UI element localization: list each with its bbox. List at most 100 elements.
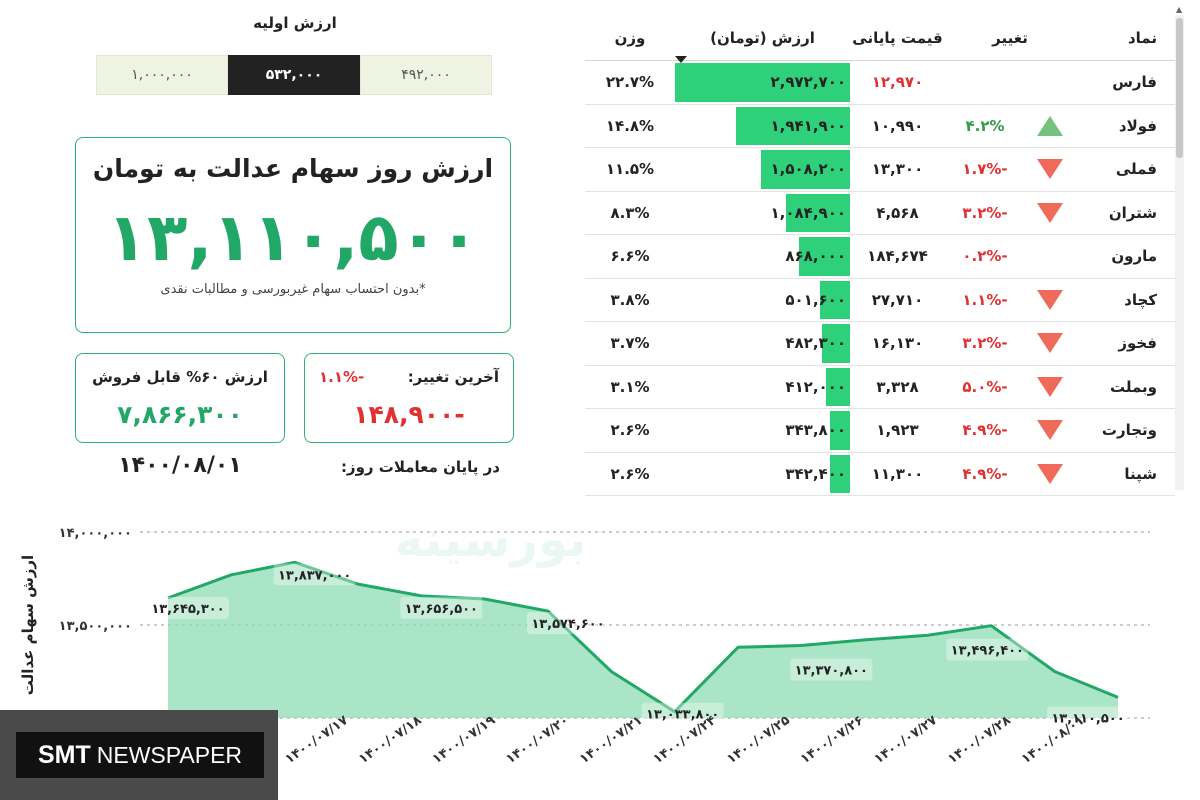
cell-change: -۳.۲% — [962, 203, 1008, 222]
cell-value-text: ۳۴۲,۴۰۰ — [785, 464, 846, 483]
table-scrollbar-thumb[interactable] — [1176, 18, 1183, 158]
scroll-up-arrow-icon[interactable]: ▲ — [1176, 5, 1183, 14]
cell-change: -۰.۲% — [962, 247, 1008, 266]
value-bar — [825, 367, 850, 406]
point-label: ۱۳,۵۷۴,۶۰۰ — [527, 612, 609, 635]
point-label-text: ۱۳,۶۵۶,۵۰۰ — [405, 602, 478, 617]
cell-value-text: ۴۱۲,۰۰۰ — [785, 377, 846, 396]
cell-value: ۱,۰۸۴,۹۰۰ — [675, 192, 850, 235]
table-scrollbar[interactable] — [1175, 15, 1184, 490]
cell-value: ۱,۹۴۱,۹۰۰ — [675, 105, 850, 148]
cell-weight: ۳.۸% — [610, 290, 650, 309]
logo-suffix: NEWSPAPER — [96, 741, 243, 768]
initial-value-option-532000[interactable]: ۵۳۲,۰۰۰ — [228, 55, 360, 95]
cell-symbol[interactable]: فملی — [1115, 160, 1157, 179]
triangle-down-icon — [1037, 289, 1063, 310]
cell-value: ۵۰۱,۶۰۰ — [675, 279, 850, 322]
sort-down-icon[interactable] — [675, 56, 687, 63]
table-row[interactable]: وبملت -۵.۰% ۳,۳۲۸ ۴۱۲,۰۰۰ ۳.۱% — [585, 366, 1175, 409]
cell-last-price: ۱۶,۱۳۰ — [871, 334, 924, 353]
point-label: ۱۳,۶۴۵,۳۰۰ — [147, 596, 229, 619]
x-tick-label: ۱۴۰۰/۰۷/۱۷ — [283, 713, 351, 767]
initial-value-option-492000[interactable]: ۴۹۲,۰۰۰ — [360, 55, 492, 95]
header-last-price[interactable]: قیمت پایانی — [852, 28, 943, 47]
cell-weight: ۳.۷% — [610, 334, 650, 353]
table-row[interactable]: فولاد ۴.۲% ۱۰,۹۹۰ ۱,۹۴۱,۹۰۰ ۱۴.۸% — [585, 105, 1175, 148]
cell-symbol[interactable]: وتجارت — [1101, 421, 1157, 440]
header-value[interactable]: ارزش (تومان) — [710, 28, 815, 47]
value-bar — [675, 63, 850, 102]
header-weight[interactable]: وزن — [614, 28, 646, 47]
cell-change: -۱.۱% — [962, 290, 1008, 309]
cell-symbol[interactable]: شپنا — [1124, 464, 1157, 483]
cell-symbol[interactable]: فخوز — [1118, 334, 1157, 353]
cell-symbol[interactable]: فولاد — [1118, 116, 1157, 135]
cell-weight: ۲.۶% — [610, 421, 650, 440]
triangle-down-icon — [1037, 333, 1063, 354]
table-row[interactable]: فخوز -۳.۲% ۱۶,۱۳۰ ۴۸۲,۳۰۰ ۳.۷% — [585, 322, 1175, 366]
triangle-down-icon — [1037, 376, 1063, 397]
cell-arrow — [1025, 115, 1075, 136]
point-label: ۱۳,۱۱۰,۵۰۰ — [1047, 706, 1129, 729]
cell-arrow — [1025, 202, 1075, 223]
cell-weight: ۱۴.۸% — [605, 116, 655, 135]
initial-value-option-1000000[interactable]: ۱,۰۰۰,۰۰۰ — [96, 55, 228, 95]
point-label-box — [147, 596, 229, 619]
cell-weight: ۶.۶% — [610, 247, 650, 266]
cell-change: -۵.۰% — [962, 377, 1008, 396]
cell-last-price: ۱۲,۹۷۰ — [871, 73, 924, 92]
cell-last-price: ۳,۳۲۸ — [876, 377, 919, 396]
y-axis-label: ارزش سهام عدالت — [19, 555, 37, 695]
area-fill — [168, 562, 1118, 718]
cell-weight: ۳.۱% — [610, 377, 650, 396]
cell-last-price: ۱,۹۲۳ — [876, 421, 919, 440]
point-label-text: ۱۳,۸۳۷,۰۰۰ — [278, 568, 351, 583]
cell-symbol[interactable]: وبملت — [1109, 377, 1157, 396]
cell-symbol[interactable]: کچاد — [1124, 290, 1157, 309]
last-change-percent: -۱.۱% — [319, 368, 365, 386]
table-row[interactable]: مارون -۰.۲% ۱۸۴,۶۷۴ ۸۶۸,۰۰۰ ۶.۶% — [585, 235, 1175, 279]
point-label-box — [1047, 706, 1129, 729]
table-row[interactable]: شپنا -۴.۹% ۱۱,۳۰۰ ۳۴۲,۴۰۰ ۲.۶% — [585, 453, 1175, 496]
cell-symbol[interactable]: شتران — [1108, 203, 1157, 222]
cell-value: ۲,۹۷۲,۷۰۰ — [675, 61, 850, 104]
triangle-up-icon — [1037, 115, 1063, 136]
table-row[interactable]: فارس ۱۲,۹۷۰ ۲,۹۷۲,۷۰۰ ۲۲.۷% — [585, 61, 1175, 105]
cell-change: -۴.۹% — [962, 464, 1008, 483]
value-bar — [798, 237, 850, 276]
table-row[interactable]: فملی -۱.۷% ۱۳,۳۰۰ ۱,۵۰۸,۲۰۰ ۱۱.۵% — [585, 148, 1175, 192]
x-tick-label: ۱۴۰۰/۰۷/۱۸ — [356, 713, 424, 767]
point-label-text: ۱۳,۵۷۴,۶۰۰ — [531, 617, 604, 632]
cell-weight: ۸.۳% — [610, 203, 650, 222]
cell-value-text: ۱,۵۰۸,۲۰۰ — [770, 160, 846, 179]
x-tick-label: ۱۴۰۰/۰۷/۲۷ — [872, 713, 940, 767]
value-bar — [761, 150, 850, 189]
header-change[interactable]: تغییر — [992, 28, 1028, 47]
table-row[interactable]: کچاد -۱.۱% ۲۷,۷۱۰ ۵۰۱,۶۰۰ ۳.۸% — [585, 279, 1175, 322]
x-tick-label: ۱۴۰۰/۰۷/۲۱ — [577, 713, 645, 767]
point-label-text: ۱۳,۳۷۰,۸۰۰ — [795, 663, 868, 678]
cell-weight: ۲۲.۷% — [605, 73, 655, 92]
watermark-logo: بورسینه — [395, 512, 587, 568]
sellable-value-card: ارزش ۶۰% قابل فروش ۷,۸۶۶,۳۰۰ — [75, 353, 285, 443]
x-tick-label: ۱۴۰۰/۰۷/۲۰ — [503, 713, 571, 767]
cell-change: -۱.۷% — [962, 160, 1008, 179]
point-label-box — [641, 702, 724, 725]
cell-arrow — [1025, 376, 1075, 397]
value-bar — [829, 454, 850, 493]
header-symbol[interactable]: نماد — [1127, 28, 1157, 47]
table-row[interactable]: شتران -۳.۲% ۴,۵۶۸ ۱,۰۸۴,۹۰۰ ۸.۳% — [585, 192, 1175, 235]
point-label: ۱۳,۴۹۶,۴۰۰ — [946, 638, 1029, 661]
cell-value-text: ۱,۰۸۴,۹۰۰ — [770, 203, 846, 222]
last-change-card: آخرین تغییر: -۱.۱% -۱۴۸,۹۰۰ — [304, 353, 514, 443]
table-body: فارس ۱۲,۹۷۰ ۲,۹۷۲,۷۰۰ ۲۲.۷% فولاد ۴.۲% ۱۰,۹۹۰ ۱… — [585, 61, 1175, 496]
cell-last-price: ۴,۵۶۸ — [876, 203, 919, 222]
cell-arrow — [1025, 463, 1075, 484]
sellable-value-amount: ۷,۸۶۶,۳۰۰ — [117, 400, 243, 429]
table-row[interactable]: وتجارت -۴.۹% ۱,۹۲۳ ۳۴۳,۸۰۰ ۲.۶% — [585, 409, 1175, 453]
end-of-day-label: در پایان معاملات روز: — [340, 458, 500, 476]
cell-symbol[interactable]: مارون — [1111, 247, 1157, 266]
end-of-day-date: ۱۴۰۰/۰۸/۰۱ — [118, 453, 242, 478]
point-label: ۱۳,۶۵۶,۵۰۰ — [400, 596, 483, 619]
cell-symbol[interactable]: فارس — [1112, 73, 1157, 92]
